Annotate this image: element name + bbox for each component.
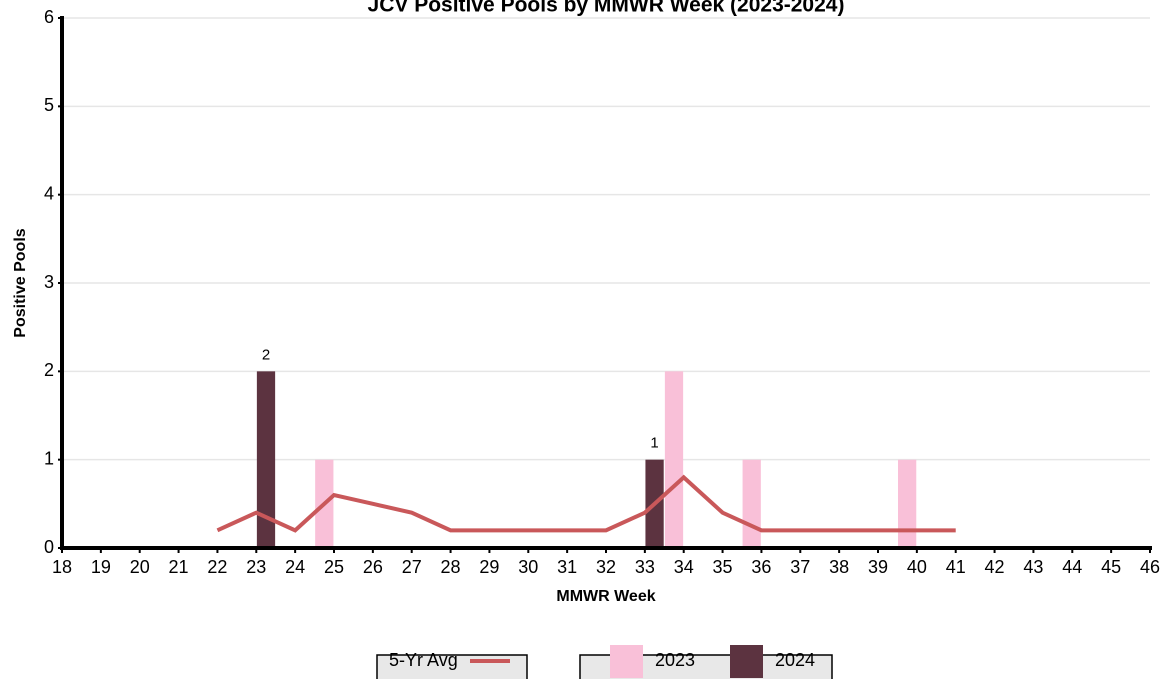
x-tick-label: 19 xyxy=(91,557,111,577)
x-tick-label: 46 xyxy=(1140,557,1160,577)
bar xyxy=(664,371,684,548)
y-tick-label: 3 xyxy=(44,272,54,292)
x-tick-label: 22 xyxy=(207,557,227,577)
data-label: 2 xyxy=(262,346,270,363)
x-tick-label: 32 xyxy=(596,557,616,577)
bar xyxy=(898,459,917,548)
x-tick-label: 36 xyxy=(751,557,771,577)
x-tick-label: 35 xyxy=(713,557,733,577)
x-tick-label: 39 xyxy=(868,557,888,577)
x-tick-label: 20 xyxy=(130,557,150,577)
x-tick-label: 38 xyxy=(829,557,849,577)
x-tick-label: 25 xyxy=(324,557,344,577)
x-tick-label: 42 xyxy=(985,557,1005,577)
x-tick-label: 29 xyxy=(479,557,499,577)
x-tick-label: 26 xyxy=(363,557,383,577)
x-tick-label: 23 xyxy=(246,557,266,577)
legend-swatch xyxy=(610,645,643,678)
x-tick-label: 34 xyxy=(674,557,694,577)
x-tick-label: 43 xyxy=(1023,557,1043,577)
x-tick-label: 28 xyxy=(441,557,461,577)
x-tick-label: 21 xyxy=(169,557,189,577)
x-axis-label: MMWR Week xyxy=(556,588,655,605)
bar xyxy=(742,459,761,548)
y-tick-label: 2 xyxy=(44,360,54,380)
y-tick-label: 0 xyxy=(44,537,54,557)
line xyxy=(216,474,956,533)
legend-label: 5-Yr Avg xyxy=(389,650,458,670)
x-tick-label: 30 xyxy=(518,557,538,577)
legend-swatch xyxy=(730,645,763,678)
x-tick-label: 45 xyxy=(1101,557,1121,577)
y-axis-label: Positive Pools xyxy=(12,228,29,337)
x-tick-label: 27 xyxy=(402,557,422,577)
y-tick-label: 5 xyxy=(44,95,54,115)
x-tick-label: 40 xyxy=(907,557,927,577)
chart-title: JCV Positive Pools by MMWR Week (2023-20… xyxy=(368,0,845,17)
bar xyxy=(256,371,276,548)
legend-label: 2023 xyxy=(655,650,695,670)
x-tick-label: 44 xyxy=(1062,557,1082,577)
x-tick-label: 41 xyxy=(946,557,966,577)
legend-label: 2024 xyxy=(775,650,815,670)
x-tick-label: 37 xyxy=(790,557,810,577)
data-label: 1 xyxy=(650,435,658,452)
x-tick-label: 24 xyxy=(285,557,305,577)
y-tick-label: 1 xyxy=(44,448,54,468)
y-tick-label: 6 xyxy=(44,7,54,27)
x-tick-label: 31 xyxy=(557,557,577,577)
x-tick-label: 18 xyxy=(52,557,72,577)
x-tick-label: 33 xyxy=(635,557,655,577)
y-tick-label: 4 xyxy=(44,183,54,203)
